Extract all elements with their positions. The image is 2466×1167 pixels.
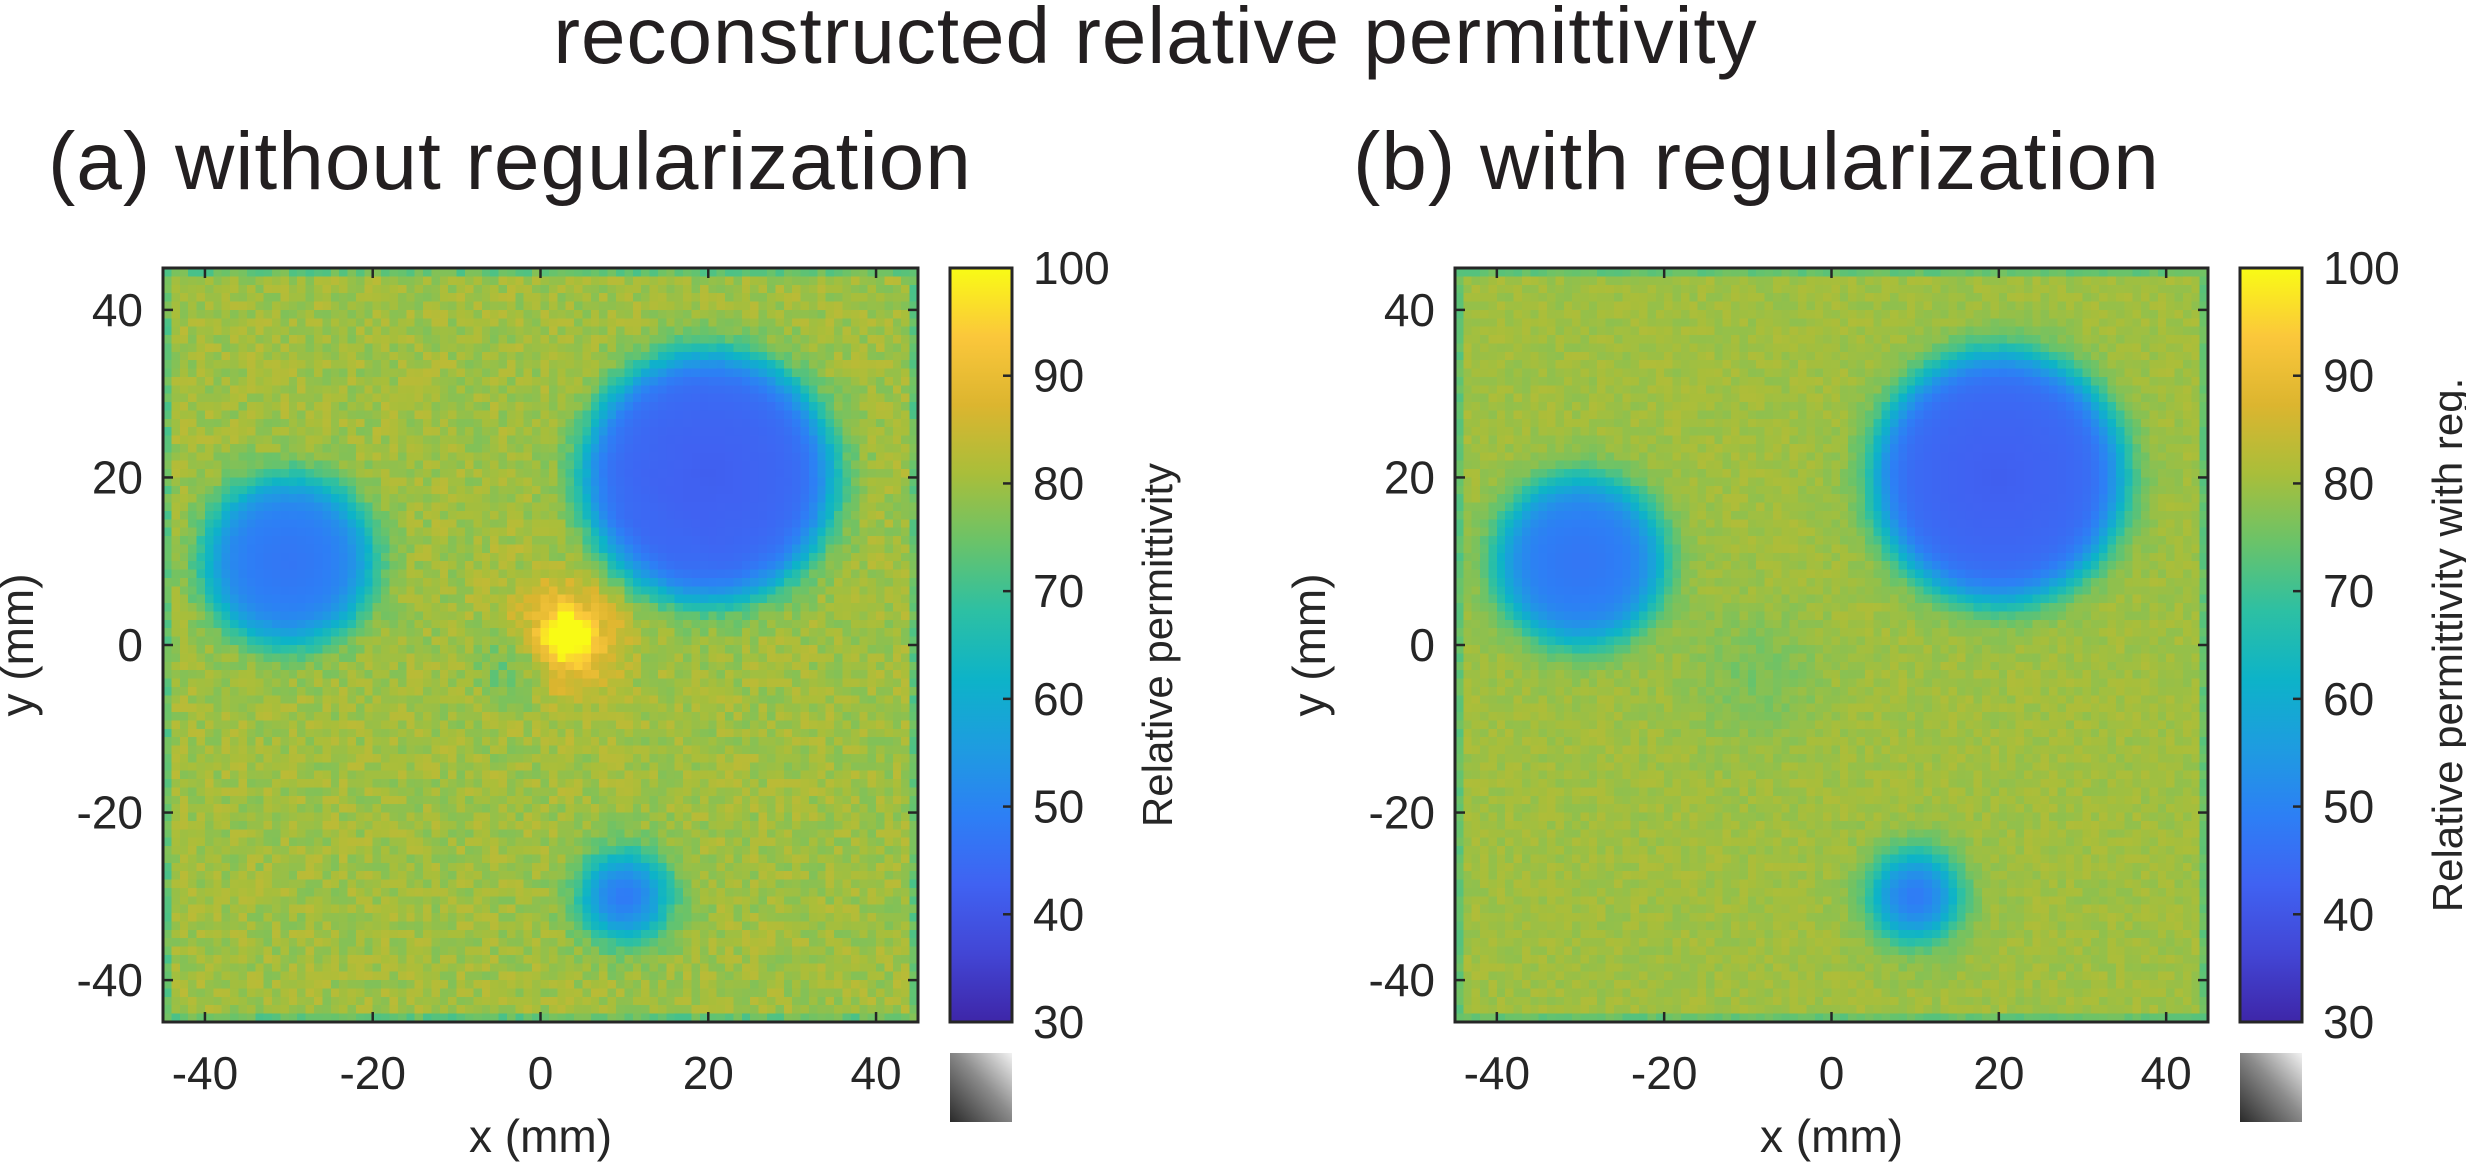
x-tick-label: 40 [2141,1047,2192,1099]
colorbar-tick-label: 90 [1033,350,1084,402]
colorbar-tick-label: 70 [2323,565,2374,617]
colorbar-tick-label: 100 [1033,242,1110,294]
grey-swatch [2240,1053,2302,1122]
x-tick-label: -20 [1631,1047,1697,1099]
x-tick-label: 0 [1819,1047,1845,1099]
colorbar-tick-label: 30 [1033,996,1084,1048]
heatmap-image [1455,268,2208,1022]
colorbar-tick-label: 50 [1033,781,1084,833]
x-tick-label: -20 [339,1047,405,1099]
y-tick-label: 20 [92,451,143,503]
y-tick-label: -20 [1369,787,1435,839]
colorbar-tick-label: 80 [1033,457,1084,509]
panel-title-a: (a) without regularization [48,116,972,207]
x-tick-label: -40 [1464,1047,1530,1099]
y-axis-label: y (mm) [1283,573,1335,716]
grey-swatch [950,1053,1012,1122]
panel-b: -40 -20 0 20 40 40 20 0 -20 -40 x (mm) y (mm) 100 90 8… [1283,242,2466,1162]
y-tick-label: 40 [1384,284,1435,336]
colorbar-tick-label: 80 [2323,457,2374,509]
colorbar-tick-label: 60 [1033,673,1084,725]
x-tick-label: 40 [850,1047,901,1099]
x-axis-label: x (mm) [469,1110,612,1162]
colorbar-tick-label: 30 [2323,996,2374,1048]
colorbar [948,266,1014,1024]
panel-title-b: (b) with regularization [1353,116,2160,207]
colorbar-tick-label: 60 [2323,673,2374,725]
panel-a: -40 -20 0 20 40 40 20 0 -20 -40 x (mm) y (mm) 100 90 8… [0,242,1181,1162]
y-tick-label: 0 [117,619,143,671]
x-tick-label: 0 [528,1047,554,1099]
colorbar-tick-label: 40 [1033,888,1084,940]
colorbar-tick-label: 100 [2323,242,2400,294]
colorbar-label: Relative permittivity with reg. [2424,378,2466,913]
x-tick-label: 20 [683,1047,734,1099]
x-axis-label: x (mm) [1760,1110,1903,1162]
y-tick-label: -20 [77,787,143,839]
x-tick-label: -40 [172,1047,238,1099]
y-tick-label: -40 [77,954,143,1006]
colorbar-tick-label: 40 [2323,888,2374,940]
colorbar [2238,266,2304,1024]
x-tick-label: 20 [1973,1047,2024,1099]
y-tick-label: 40 [92,284,143,336]
colorbar-label: Relative permittivity [1134,463,1181,827]
y-tick-label: -40 [1369,954,1435,1006]
colorbar-tick-label: 70 [1033,565,1084,617]
y-axis-label: y (mm) [0,573,43,716]
heatmap-image [163,268,918,1022]
figure-title: reconstructed relative permittivity [553,0,1758,80]
y-tick-label: 0 [1409,619,1435,671]
colorbar-tick-label: 90 [2323,350,2374,402]
colorbar-tick-label: 50 [2323,781,2374,833]
y-tick-label: 20 [1384,451,1435,503]
